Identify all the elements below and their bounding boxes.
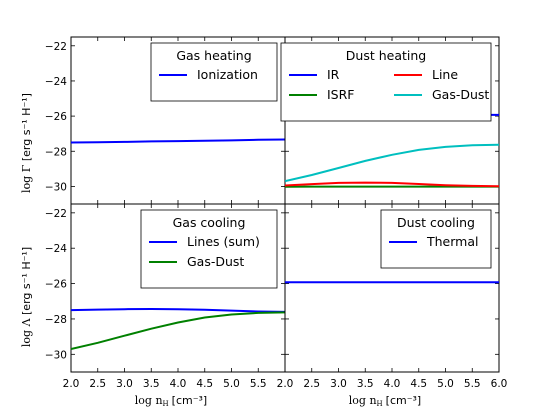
panel-top-left: −30 −28 −26 −24 −22 Gas heating Ionization [45,36,286,205]
ytick-label: −30 [45,349,67,361]
xtick-label: 3.5 [357,378,374,390]
legend-entry: IR [327,67,340,82]
ytick-label: −22 [45,41,67,53]
legend-title: Gas heating [176,48,251,63]
ytick-label: −24 [45,243,67,255]
legend-frame [150,42,278,102]
legend: Gas cooling Lines (sum) Gas-Dust [140,209,278,289]
legend-entry: Gas-Dust [432,87,489,102]
series-line-lines-sum- [71,307,285,313]
ytick-label: −28 [45,146,67,158]
legend: Dust heating IR ISRF Line Gas-Dust [280,42,492,122]
ytick-label: −30 [45,181,67,193]
xtick-label: 4.0 [384,378,401,390]
legend-frame [380,209,492,269]
legend-frame [280,42,492,122]
ylabel-top: log Γ [erg s⁻¹ H⁻¹] [20,93,33,193]
xtick-label: 3.5 [143,378,160,390]
legend-entry: Thermal [426,234,478,249]
series-line-gas-dust [71,311,285,350]
xtick-label: 4.5 [196,378,213,390]
legend-entry: Lines (sum) [187,234,260,249]
legend: Gas heating Ionization [150,42,278,102]
series-line-ionization [71,138,285,144]
xtick-label: 6.0 [491,378,508,390]
ytick-label: −28 [45,314,67,326]
xtick-label: 5.5 [464,378,481,390]
series-line-gas-dust [285,143,499,183]
ytick-label: −26 [45,111,67,123]
xtick-label: 2.0 [63,378,80,390]
ylabel-bottom: log Λ [erg s⁻¹ H⁻¹] [20,247,33,347]
legend: Dust cooling Thermal [380,209,492,269]
xtick-label: 2.0 [277,378,294,390]
legend-entry: ISRF [327,87,355,102]
xtick-label: 2.5 [89,378,106,390]
xtick-label: 5.0 [223,378,240,390]
ytick-label: −22 [45,208,67,220]
xtick-label: 3.0 [330,378,347,390]
legend-frame [140,209,278,289]
legend-title: Gas cooling [173,215,246,230]
xtick-label: 4.0 [170,378,187,390]
legend-entry: Line [432,67,458,82]
panel-bottom-right: 2.0 2.5 3.0 3.5 4.0 4.5 5.0 5.5 6.0 Dust cooling T… [277,203,508,390]
xtick-label: 4.5 [410,378,427,390]
ytick-label: −24 [45,76,67,88]
legend-entry: Ionization [197,67,258,82]
xlabel-right: log nH [cm⁻³] [349,394,421,408]
legend-entry: Gas-Dust [187,254,244,269]
xlabel-left: log nH [cm⁻³] [135,394,207,408]
panel-top-right: Dust heating IR ISRF Line Gas-Dust [280,36,500,205]
xtick-label: 5.0 [437,378,454,390]
panel-bottom-left: −30 −28 −26 −24 −22 2.0 2.5 3.0 3.5 4.0 4.5 5.0 5.5 G… [45,203,286,390]
legend-title: Dust cooling [397,215,475,230]
xtick-label: 3.0 [116,378,133,390]
xtick-label: 2.5 [303,378,320,390]
series-line-line [285,181,499,188]
legend-title: Dust heating [346,48,426,63]
xtick-label: 5.5 [250,378,267,390]
ytick-label: −26 [45,279,67,291]
